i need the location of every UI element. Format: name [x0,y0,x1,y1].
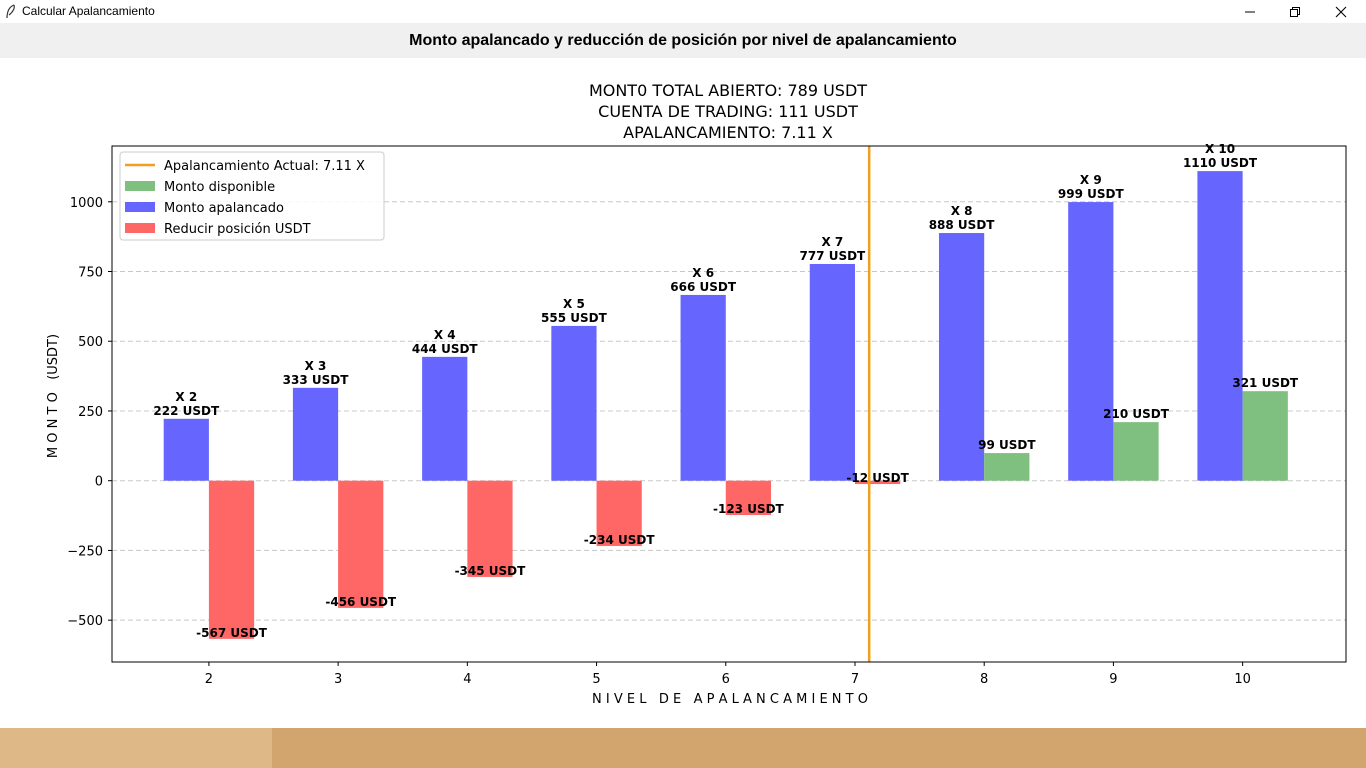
x-tick-label: 6 [722,672,730,687]
y-tick-label: 750 [78,266,103,281]
bar-label-leverage: X 9 [1080,173,1102,187]
x-tick-label: 8 [980,672,988,687]
header-title: Monto apalancado y reducción de posición… [409,31,957,49]
legend-entry-label: Monto apalancado [164,201,284,216]
window-titlebar: Calcular Apalancamiento [0,0,1366,23]
bar-label-amount: 777 USDT [799,249,866,263]
bar-label-leverage: X 6 [692,266,714,280]
bar-monto-apalancado [938,233,985,481]
close-button[interactable] [1318,0,1364,23]
legend: Apalancamiento Actual: 7.11 X Monto dispo… [119,151,385,241]
x-axis-label: N I V E L D E A P A L A N C A M I E N T … [592,692,868,707]
bar-reducir-posicion [467,480,513,577]
y-axis-label: M O N T O (USDT) [46,334,61,458]
bottom-panel-left [0,728,272,768]
close-icon [1335,6,1347,17]
bar-monto-apalancado [292,387,339,481]
bar-label-leverage: X 8 [951,204,973,218]
y-tick-label: −500 [67,614,103,629]
chart-title: MONT0 TOTAL ABIERTO: 789 USDT CUENTA DE … [589,81,867,142]
y-tick-label: 1000 [70,196,103,211]
x-ticks: 2 3 4 5 6 7 8 9 10 [205,662,1251,687]
bar-label-reduce: -345 USDT [455,564,527,578]
bar-label-leverage: X 7 [821,235,843,249]
bar-monto-disponible [1242,391,1288,481]
y-tick-label: −250 [67,544,103,559]
bar-label-reduce: -456 USDT [325,595,397,609]
y-tick-label: 0 [95,475,103,490]
x-tick-label: 5 [592,672,600,687]
bar-monto-apalancado [1068,202,1114,481]
bar-label-available: 321 USDT [1232,376,1299,390]
bar-monto-apalancado [1197,171,1243,481]
bar-monto-apalancado [422,356,468,481]
x-tick-label: 10 [1234,672,1251,687]
bar-monto-disponible [984,453,1030,481]
minimize-icon [1245,11,1255,12]
bar-label-amount: 888 USDT [929,218,996,232]
bar-reducir-posicion [725,480,771,516]
x-tick-label: 7 [851,672,859,687]
chart-title-line-account: CUENTA DE TRADING: 111 USDT [598,102,858,121]
y-ticks: −500 −250 0 250 500 750 1000 [67,196,112,629]
bar-label-amount: 1110 USDT [1183,156,1258,170]
bar-monto-apalancado [680,294,726,481]
bar-label-leverage: X 3 [305,359,327,373]
y-tick-label: 250 [78,405,103,420]
bar-label-amount: 999 USDT [1058,187,1125,201]
feather-icon [6,4,15,19]
bar-label-amount: 444 USDT [412,342,479,356]
chart-area: MONT0 TOTAL ABIERTO: 789 USDT CUENTA DE … [0,58,1366,728]
minimize-button[interactable] [1227,0,1273,23]
legend-entry-label: Monto disponible [164,180,275,195]
bar-label-leverage: X 5 [563,297,585,311]
plot-frame [111,145,1347,663]
bar-label-leverage: X 4 [434,328,456,342]
bar-monto-apalancado [551,325,597,481]
legend-patch-swatch [125,181,155,191]
window-title: Calcular Apalancamiento [22,4,155,18]
restore-button[interactable] [1272,0,1318,23]
bar-label-amount: 666 USDT [670,280,737,294]
legend-patch-swatch [125,202,155,212]
bar-label-reduce: -123 USDT [713,502,785,516]
chart-title-line-leverage: APALANCAMIENTO: 7.11 X [623,123,833,142]
bar-label-leverage: X 2 [175,390,197,404]
bar-label-reduce: -234 USDT [584,533,656,547]
leverage-chart: MONT0 TOTAL ABIERTO: 789 USDT CUENTA DE … [46,81,1347,707]
chart-title-line-total: MONT0 TOTAL ABIERTO: 789 USDT [589,81,867,100]
bar-reducir-posicion [338,480,384,608]
bars [163,171,1288,639]
bar-label-leverage: X 10 [1205,142,1235,156]
x-tick-label: 3 [334,672,342,687]
legend-entry-label: Apalancamiento Actual: 7.11 X [164,159,365,174]
bar-reducir-posicion [208,480,255,639]
bar-label-available: 210 USDT [1103,407,1170,421]
header-bar: Monto apalancado y reducción de posición… [0,23,1366,58]
bar-label-reduce: -12 USDT [846,471,909,485]
bar-label-amount: 333 USDT [283,373,350,387]
x-tick-label: 2 [205,672,213,687]
bar-label-amount: 555 USDT [541,311,608,325]
x-tick-label: 9 [1109,672,1117,687]
bar-label-reduce: -567 USDT [196,626,268,640]
bar-monto-disponible [1113,422,1159,481]
bar-monto-apalancado [163,418,209,481]
legend-entry-label: Reducir posición USDT [164,222,311,237]
bar-monto-apalancado [809,263,855,481]
bottom-panel-right [272,728,1366,768]
bar-reducir-posicion [596,480,642,546]
legend-patch-swatch [125,223,155,233]
restore-icon [1290,6,1300,17]
bar-label-available: 99 USDT [978,438,1036,452]
legend-box [119,151,385,241]
y-tick-label: 500 [78,335,103,350]
bar-reducir-posicion [854,480,901,485]
bar-label-amount: 222 USDT [153,404,220,418]
x-tick-label: 4 [463,672,471,687]
